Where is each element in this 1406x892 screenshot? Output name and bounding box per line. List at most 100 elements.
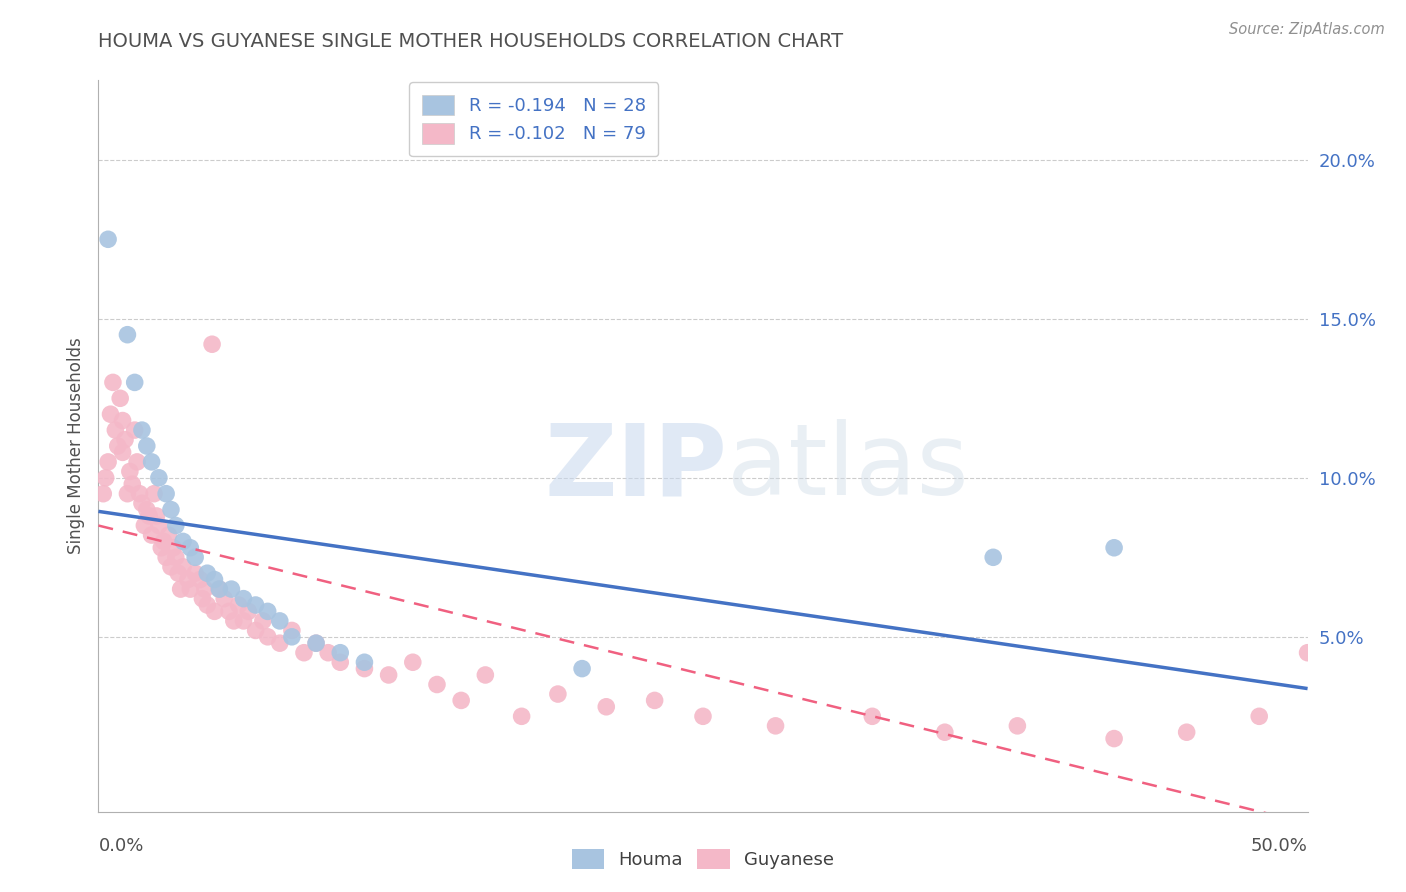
Point <box>117 486 139 500</box>
Point <box>155 486 177 500</box>
Text: Source: ZipAtlas.com: Source: ZipAtlas.com <box>1229 22 1385 37</box>
Point <box>238 604 260 618</box>
Point <box>91 486 114 500</box>
Point <box>145 508 167 523</box>
Point <box>114 433 136 447</box>
Point <box>194 582 217 596</box>
Point <box>135 502 157 516</box>
Point <box>195 566 218 581</box>
Point <box>124 376 146 390</box>
Text: 0.0%: 0.0% <box>98 838 143 855</box>
Point <box>1102 541 1125 555</box>
Point <box>128 486 150 500</box>
Point <box>269 614 291 628</box>
Point <box>107 439 129 453</box>
Point <box>191 591 214 606</box>
Point <box>121 477 143 491</box>
Point <box>377 668 399 682</box>
Point <box>150 541 173 555</box>
Point <box>169 582 191 596</box>
Text: HOUMA VS GUYANESE SINGLE MOTHER HOUSEHOLDS CORRELATION CHART: HOUMA VS GUYANESE SINGLE MOTHER HOUSEHOL… <box>98 32 844 51</box>
Point <box>157 528 180 542</box>
Point <box>204 573 226 587</box>
Point <box>97 455 120 469</box>
Point <box>155 550 177 565</box>
Point <box>160 502 183 516</box>
Point <box>131 496 153 510</box>
Point <box>450 693 472 707</box>
Point <box>353 662 375 676</box>
Point <box>148 471 170 485</box>
Point <box>138 508 160 523</box>
Point <box>305 636 328 650</box>
Point <box>765 719 787 733</box>
Point <box>141 455 163 469</box>
Point <box>981 550 1004 565</box>
Point <box>101 376 124 390</box>
Point <box>692 709 714 723</box>
Point <box>160 559 183 574</box>
Point <box>204 604 226 618</box>
Point <box>547 687 569 701</box>
Point <box>179 582 201 596</box>
Point <box>329 646 352 660</box>
Point <box>141 528 163 542</box>
Point <box>208 582 231 596</box>
Point <box>245 624 267 638</box>
Point <box>228 598 250 612</box>
Point <box>148 518 170 533</box>
Point <box>111 413 134 427</box>
Point <box>188 573 211 587</box>
Point <box>195 598 218 612</box>
Point <box>1007 719 1029 733</box>
Point <box>281 624 304 638</box>
Point <box>177 573 200 587</box>
Point <box>162 541 184 555</box>
Point <box>117 327 139 342</box>
Text: 50.0%: 50.0% <box>1251 838 1308 855</box>
Point <box>329 655 352 669</box>
Point <box>232 614 254 628</box>
Point <box>131 423 153 437</box>
Point <box>221 582 243 596</box>
Point <box>222 614 245 628</box>
Point <box>245 598 267 612</box>
Point <box>1296 646 1319 660</box>
Legend: Houma, Guyanese: Houma, Guyanese <box>562 839 844 879</box>
Point <box>644 693 666 707</box>
Point <box>179 541 201 555</box>
Point <box>167 566 190 581</box>
Point <box>252 614 274 628</box>
Point <box>108 392 131 406</box>
Point <box>353 655 375 669</box>
Point <box>934 725 956 739</box>
Point <box>269 636 291 650</box>
Point <box>281 630 304 644</box>
Point <box>172 534 194 549</box>
Point <box>232 591 254 606</box>
Point <box>165 518 187 533</box>
Point <box>143 486 166 500</box>
Y-axis label: Single Mother Households: Single Mother Households <box>66 338 84 554</box>
Point <box>172 559 194 574</box>
Point <box>316 646 339 660</box>
Point <box>426 677 449 691</box>
Point <box>152 534 174 549</box>
Point <box>474 668 496 682</box>
Point <box>595 699 617 714</box>
Point <box>1249 709 1271 723</box>
Point <box>1102 731 1125 746</box>
Point <box>118 465 141 479</box>
Point <box>184 566 207 581</box>
Point <box>571 662 593 676</box>
Point <box>201 337 224 351</box>
Point <box>218 604 240 618</box>
Point <box>111 445 134 459</box>
Point <box>208 582 231 596</box>
Point <box>292 646 315 660</box>
Point <box>305 636 328 650</box>
Point <box>97 232 120 246</box>
Point <box>94 471 117 485</box>
Point <box>402 655 425 669</box>
Point <box>1175 725 1198 739</box>
